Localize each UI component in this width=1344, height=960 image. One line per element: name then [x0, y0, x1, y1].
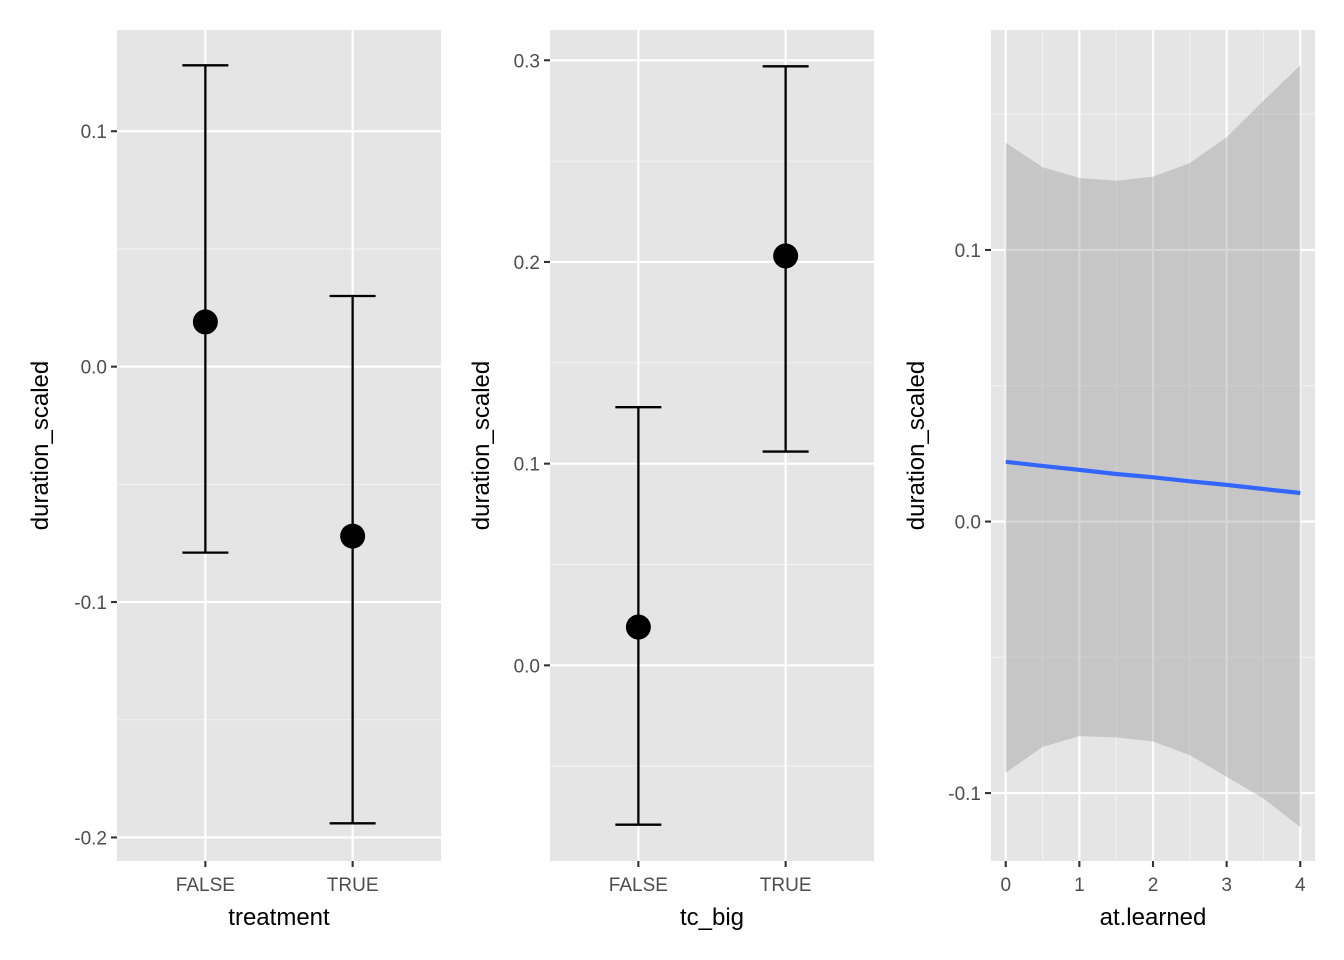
errorbar-false	[182, 64, 229, 554]
x-tick-label: 2	[1148, 875, 1159, 896]
fit-line	[1005, 459, 1301, 496]
panel-background	[117, 30, 441, 861]
y-axis-title: duration_scaled	[903, 361, 930, 530]
y-tick-label: 0.0	[955, 513, 981, 534]
x-axis-title: at.learned	[1100, 904, 1207, 931]
x-tick-label: FALSE	[176, 875, 235, 896]
x-tick-label: TRUE	[760, 875, 812, 896]
estimate-point	[625, 614, 651, 640]
errorbar-false	[615, 406, 662, 826]
x-tick-label: TRUE	[327, 875, 379, 896]
x-tick-label: 4	[1295, 875, 1306, 896]
confidence-ribbon	[1005, 65, 1301, 828]
y-axis-title: duration_scaled	[468, 361, 495, 530]
errorbar-true	[762, 65, 809, 453]
y-tick-label: -0.2	[74, 828, 107, 849]
errorbar-true	[329, 294, 376, 825]
y-tick-label: 0.1	[955, 241, 981, 262]
y-tick-label: -0.1	[948, 784, 981, 805]
y-axis-title: duration_scaled	[27, 361, 54, 530]
panel-2: 0.0 0.1 0.2 0.3 FALSE TRUE tc_big duration_scal…	[468, 30, 874, 931]
y-tick-label: 0.1	[81, 122, 107, 143]
x-tick-label: 1	[1074, 875, 1085, 896]
y-tick-label: 0.0	[81, 358, 107, 379]
panel-background	[550, 30, 874, 861]
y-tick-label: 0.2	[514, 253, 540, 274]
estimate-point	[773, 243, 799, 269]
estimate-point	[192, 309, 218, 335]
y-tick-label: 0.3	[514, 51, 540, 72]
y-tick-label: 0.1	[514, 455, 540, 476]
x-tick-label: 3	[1221, 875, 1232, 896]
panel-1: -0.2 -0.1 0.0 0.1 FALSE TRUE treatment duration…	[27, 30, 441, 931]
x-tick-label: FALSE	[609, 875, 668, 896]
panel-3: -0.1 0.0 0.1 0 1 2 3 4 at.learned duration_scaled	[903, 30, 1315, 931]
x-tick-label: 0	[1000, 875, 1011, 896]
y-tick-label: -0.1	[74, 593, 107, 614]
x-axis-title: treatment	[228, 904, 330, 931]
y-tick-label: 0.0	[514, 656, 540, 677]
x-axis-title: tc_big	[680, 904, 744, 931]
estimate-point	[340, 523, 366, 549]
